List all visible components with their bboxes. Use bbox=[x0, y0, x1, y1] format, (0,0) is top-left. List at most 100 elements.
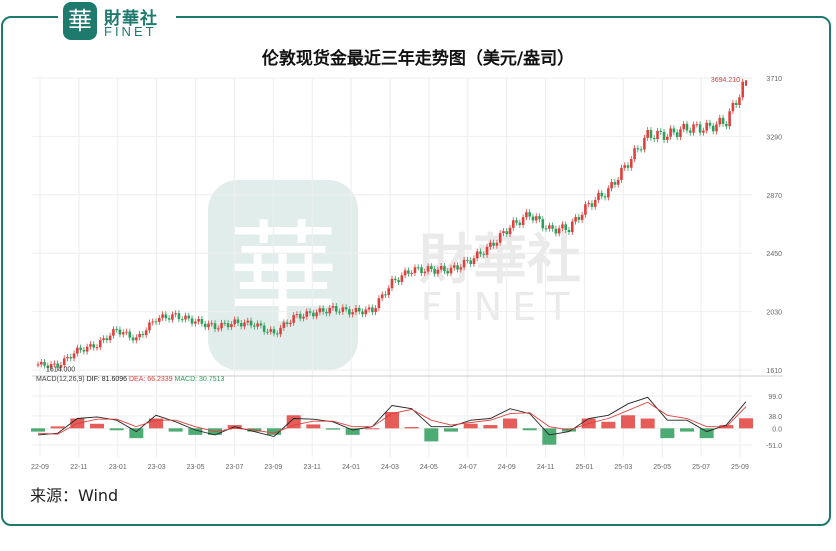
price-candle bbox=[341, 307, 345, 312]
price-candle bbox=[620, 167, 623, 180]
price-candle bbox=[203, 323, 207, 328]
price-candle bbox=[105, 338, 109, 341]
price-candle bbox=[154, 321, 158, 323]
price-candle bbox=[144, 330, 148, 336]
price-candle bbox=[305, 311, 309, 317]
price-candle bbox=[541, 219, 545, 229]
macd-legend-item: MACD(12,26,9) bbox=[36, 376, 87, 383]
price-candle bbox=[98, 340, 102, 348]
price-candle bbox=[633, 148, 636, 160]
price-candle bbox=[325, 311, 328, 314]
price-candle bbox=[472, 258, 476, 265]
macd-histogram-bar bbox=[50, 426, 65, 429]
watermark-glyph: 華 bbox=[228, 210, 338, 338]
price-candle bbox=[610, 182, 613, 189]
price-candle bbox=[420, 267, 423, 274]
price-candle bbox=[56, 363, 59, 368]
price-candle bbox=[649, 130, 653, 139]
price-candle bbox=[652, 138, 656, 140]
price-candle bbox=[36, 364, 40, 366]
price-candle bbox=[518, 222, 522, 225]
price-candle bbox=[502, 231, 505, 234]
price-candle bbox=[177, 313, 181, 320]
macd-histogram-bar bbox=[680, 428, 694, 432]
macd-histogram-bar bbox=[306, 424, 321, 429]
price-candle bbox=[118, 329, 122, 335]
macd-histogram-bar bbox=[31, 428, 45, 432]
macd-legend: MACD(12,26,9) DIF: 81.6096 DEA: 66.2339 … bbox=[36, 376, 224, 383]
price-candle bbox=[262, 325, 266, 332]
logo-text-en: FINET bbox=[104, 24, 157, 39]
price-candle bbox=[725, 123, 728, 127]
price-candle bbox=[702, 130, 705, 133]
macd-histogram-bar bbox=[286, 415, 301, 429]
price-candle bbox=[443, 266, 446, 272]
price-candle bbox=[511, 220, 515, 228]
price-candle bbox=[607, 188, 610, 198]
price-candle bbox=[269, 329, 273, 332]
macd-histogram-bar bbox=[385, 412, 399, 429]
price-candle bbox=[538, 216, 541, 220]
price-candle bbox=[302, 316, 305, 319]
x-tick-label: 25-03 bbox=[614, 464, 632, 471]
price-candle bbox=[141, 333, 145, 336]
price-candle bbox=[72, 353, 76, 359]
price-candle bbox=[731, 102, 735, 112]
x-tick-label: 23-07 bbox=[225, 464, 243, 471]
price-candle bbox=[505, 231, 509, 235]
x-tick-label: 24-03 bbox=[381, 464, 399, 471]
chart-title: 伦敦现货金最近三年走势图（美元/盎司） bbox=[261, 49, 575, 69]
price-candle bbox=[656, 130, 659, 140]
price-candle bbox=[46, 365, 50, 368]
price-candle bbox=[256, 323, 259, 327]
price-candle bbox=[430, 266, 433, 270]
price-candle bbox=[112, 329, 115, 336]
price-candle bbox=[449, 267, 453, 274]
price-candle bbox=[423, 271, 427, 274]
price-candle bbox=[734, 102, 738, 105]
price-candle bbox=[194, 321, 197, 324]
price-candle bbox=[561, 224, 564, 229]
price-candle bbox=[216, 328, 220, 330]
price-candle bbox=[259, 323, 263, 326]
price-candle bbox=[239, 323, 243, 327]
x-tick-label: 25-07 bbox=[692, 464, 710, 471]
price-candle bbox=[180, 319, 184, 321]
price-candle bbox=[400, 275, 404, 283]
macd-histogram-bar bbox=[483, 425, 498, 429]
price-candle bbox=[567, 230, 571, 232]
price-candle bbox=[354, 307, 358, 313]
price-candle bbox=[629, 159, 633, 168]
x-tick-label: 23-03 bbox=[148, 464, 166, 471]
macd-histogram-bar bbox=[463, 423, 478, 429]
price-candle bbox=[334, 306, 338, 312]
price-candle bbox=[312, 312, 315, 317]
price-candle bbox=[138, 333, 141, 338]
price-candle bbox=[246, 320, 250, 323]
macd-histogram-bar bbox=[444, 428, 458, 432]
price-candle bbox=[495, 242, 499, 246]
price-candle bbox=[76, 347, 79, 354]
price-candle bbox=[590, 203, 594, 207]
price-candle bbox=[469, 260, 472, 265]
price-candle bbox=[623, 165, 627, 168]
price-candle bbox=[148, 322, 151, 331]
price-candle bbox=[597, 192, 600, 201]
price-candle bbox=[738, 97, 741, 105]
price-candle bbox=[318, 308, 322, 313]
price-candle bbox=[508, 227, 512, 235]
price-candle bbox=[377, 298, 381, 309]
macd-y-tick-label: 38.0 bbox=[768, 414, 782, 421]
price-candle bbox=[593, 200, 597, 207]
price-candle bbox=[521, 217, 525, 225]
price-candle bbox=[698, 124, 702, 133]
price-candle bbox=[380, 294, 384, 299]
price-candle bbox=[626, 165, 630, 168]
price-candle bbox=[639, 149, 643, 151]
price-candle bbox=[210, 323, 214, 325]
macd-histogram-bar bbox=[129, 428, 144, 439]
price-candle bbox=[69, 357, 73, 359]
price-candle bbox=[548, 225, 551, 229]
price-candle bbox=[364, 309, 368, 315]
x-tick-label: 24-07 bbox=[459, 464, 477, 471]
